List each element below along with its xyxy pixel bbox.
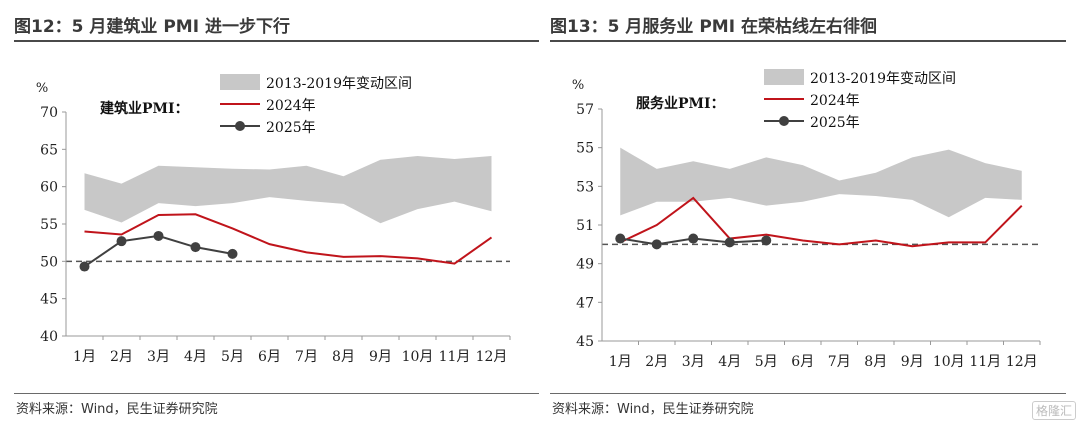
x-tick-label: 12月 [476,349,508,365]
x-tick-label: 10月 [933,354,965,370]
x-tick-label: 4月 [718,354,741,370]
series-2024-line [619,196,1023,248]
y-tick-label: 70 [40,105,58,121]
legend-band-swatch [220,74,260,90]
construction-pmi-chart: 40 45 50 55 60 65 70% 1月 2月 3月 4月 5月 6月 7月 8月 9月 10月 11月 1… [36,74,511,365]
y-unit-label: % [36,81,48,96]
y-tick-label: 53 [576,179,594,195]
x-tick-label: 1月 [609,354,632,370]
x-tick-label: 10月 [402,349,434,365]
x-tick-label: 4月 [184,349,207,365]
y-tick-label: 51 [576,218,594,234]
series-2024-line [84,213,493,265]
series-2025-point [688,233,699,244]
services-pmi-chart: 45 47 49 51 53 55 57% 1月 2月 3月 4月 5月 6月 7月 8月 9月 10月 11月 1… [572,69,1041,370]
series-2025-point [190,242,201,253]
legend-2025-marker [235,121,245,131]
legend-band-label: 2013-2019年变动区间 [266,76,412,92]
x-tick-label: 2月 [645,354,668,370]
x-tick-label: 9月 [369,349,392,365]
x-tick-label: 9月 [901,354,924,370]
legend-2024-label: 2024年 [266,98,316,114]
source-note: 资料来源：Wind，民生证券研究院 [16,402,218,417]
y-tick-label: 50 [40,254,58,270]
band-area [84,156,492,224]
legend-band-swatch [764,69,804,85]
x-tick-label: 3月 [682,354,705,370]
y-tick-label: 47 [576,295,594,311]
series-2025-point [116,236,127,247]
legend-2025-marker [779,116,789,126]
x-tick-label: 8月 [332,349,355,365]
legend-band-label: 2013-2019年变动区间 [810,71,956,87]
series-2025-point [724,237,735,248]
chart-panel-services: 图13：5 月服务业 PMI 在荣枯线左右徘徊 45 47 49 51 53 55 57% 1… [550,0,1066,424]
watermark-logo: 格隆汇 [1031,401,1076,420]
x-tick-label: 5月 [755,354,778,370]
y-tick-label: 55 [576,141,594,157]
x-tick-label: 7月 [828,354,851,370]
y-tick-label: 40 [40,329,58,345]
x-tick-label: 6月 [258,349,281,365]
chart-inner-title: 建筑业PMI： [100,100,189,117]
bottom-rule [14,393,539,394]
x-tick-label: 11月 [969,354,1001,370]
figure-title: 图12：5 月建筑业 PMI 进一步下行 [14,17,290,37]
x-tick-label: 1月 [73,349,96,365]
x-tick-label: 5月 [221,349,244,365]
series-2025-point [615,233,626,244]
chart-panel-construction: 图12：5 月建筑业 PMI 进一步下行 40 45 50 55 60 65 70% 1月 2月… [14,0,539,424]
y-tick-label: 65 [40,142,58,158]
x-tick-label: 11月 [439,349,471,365]
y-tick-label: 57 [576,102,594,118]
series-2025-point [79,261,90,272]
x-tick-label: 8月 [864,354,887,370]
series-2025-point [153,230,164,241]
y-tick-label: 55 [40,217,58,233]
y-unit-label: % [572,78,584,93]
bottom-rule [550,393,1066,394]
series-2025-point [227,248,238,259]
x-tick-label: 3月 [147,349,170,365]
x-tick-label: 2月 [110,349,133,365]
series-2025-point [761,235,772,246]
x-tick-label: 6月 [791,354,814,370]
source-note: 资料来源：Wind，民生证券研究院 [552,402,754,417]
y-tick-label: 60 [40,180,58,196]
y-tick-label: 45 [40,292,58,308]
y-tick-label: 49 [576,257,594,273]
legend-2024-label: 2024年 [810,93,860,109]
legend-2025-label: 2025年 [266,120,316,136]
title-rule [550,40,1066,42]
legend-2025-label: 2025年 [810,115,860,131]
series-2025-point [651,239,662,250]
chart-inner-title: 服务业PMI： [636,95,725,112]
title-rule [14,40,539,42]
x-tick-label: 12月 [1006,354,1038,370]
y-tick-label: 45 [576,334,594,350]
x-tick-label: 7月 [295,349,318,365]
figure-title: 图13：5 月服务业 PMI 在荣枯线左右徘徊 [550,17,877,37]
band-area [620,147,1022,218]
